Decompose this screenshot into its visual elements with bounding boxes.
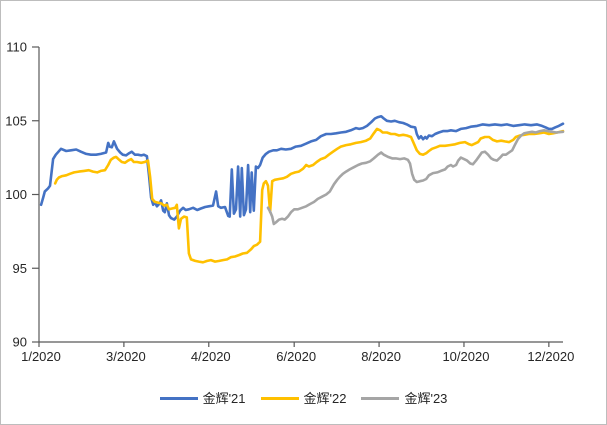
legend-line-swatch [260, 397, 299, 400]
legend-line-swatch [361, 397, 400, 400]
y-axis-label: 95 [13, 261, 27, 276]
legend-item-1: 金辉'21 [159, 391, 246, 406]
series-line-2 [53, 127, 565, 264]
legend-label: 金辉'22 [303, 391, 347, 406]
series-line-1 [39, 115, 565, 221]
chart-svg: 110 105 100 95 901/2020 3/2020 4/2020 6/2020 8/2… [5, 40, 574, 365]
series-line-3 [266, 129, 565, 226]
chart-legend: 金辉'21 金辉'22 金辉'23 [1, 392, 606, 405]
x-axis-label: 3/2020 [106, 349, 146, 364]
legend-item-3: 金辉'23 [361, 392, 447, 405]
legend-label: 金辉'23 [404, 391, 448, 406]
legend-line-swatch [159, 397, 198, 400]
y-axis-label: 90 [13, 335, 27, 350]
x-axis-label: 6/2020 [276, 349, 316, 364]
x-axis-label: 12/2020 [527, 349, 574, 364]
x-axis-label: 8/2020 [361, 349, 401, 364]
y-axis-label: 105 [5, 113, 27, 128]
y-axis-label: 110 [6, 40, 27, 55]
legend-item-2: 金辉'22 [260, 391, 347, 406]
x-axis-label: 10/2020 [442, 349, 489, 364]
y-axis-label: 100 [5, 187, 27, 202]
x-axis-label: 4/2020 [191, 349, 231, 364]
x-axis-label: 1/2020 [21, 349, 61, 364]
legend-label: 金辉'21 [202, 391, 246, 406]
